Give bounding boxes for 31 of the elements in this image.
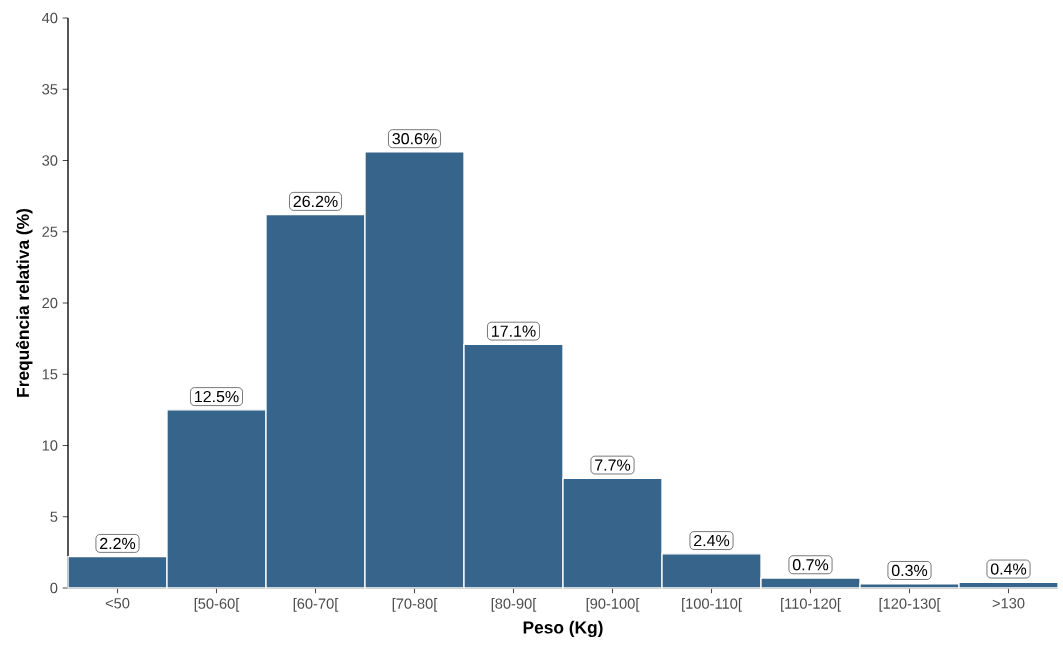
y-tick-label: 40 xyxy=(41,12,58,24)
data-label: 2.4% xyxy=(694,534,730,547)
data-label: 7.7% xyxy=(595,459,631,471)
x-tick-label: [110-120[ xyxy=(781,598,841,612)
y-axis-title: Frequência relativa (%) xyxy=(15,208,33,397)
x-tick-label: [60-70[ xyxy=(293,598,339,612)
y-tick-label: 35 xyxy=(42,84,58,95)
data-label: 0.4% xyxy=(990,563,1027,575)
x-tick-label: [100-110[ xyxy=(682,598,742,612)
y-tick-label: 0 xyxy=(50,582,58,594)
data-label: 0.7% xyxy=(792,559,829,571)
data-label: 2.2% xyxy=(100,537,136,550)
y-tick-label: 15 xyxy=(42,369,58,380)
data-label: 30.6% xyxy=(392,133,437,145)
y-tick-label: 10 xyxy=(42,440,58,451)
data-label: 12.5% xyxy=(195,390,239,403)
y-tick-label: 5 xyxy=(50,511,58,522)
data-label: 26.2% xyxy=(293,195,338,208)
x-axis-title: Peso (Kg) xyxy=(523,620,603,638)
x-tick-label: [50-60[ xyxy=(194,598,240,612)
data-label: 17.1% xyxy=(492,325,536,337)
x-tick-label: [90-100[ xyxy=(586,598,640,612)
y-tick-label: 25 xyxy=(42,226,58,237)
x-tick-label: [80-90[ xyxy=(491,598,537,612)
x-tick-label: <50 xyxy=(105,598,130,609)
x-tick-label: [70-80[ xyxy=(392,598,438,612)
y-tick-label: 20 xyxy=(42,297,58,309)
data-label: 0.3% xyxy=(891,564,928,577)
x-tick-label: [120-130[ xyxy=(879,598,941,612)
x-tick-label: >130 xyxy=(992,598,1025,609)
y-tick-label: 30 xyxy=(42,155,58,166)
